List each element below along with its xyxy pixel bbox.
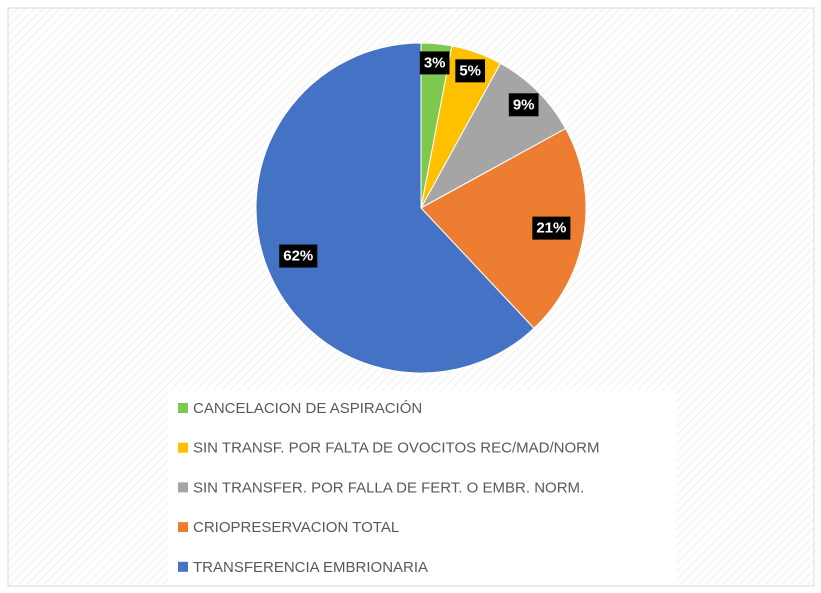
data-label-box xyxy=(455,59,486,83)
pie-slice xyxy=(255,42,535,374)
legend-swatch xyxy=(178,442,188,453)
legend-label: SIN TRANSFER. POR FALLA DE FERT. O EMBR.… xyxy=(193,479,584,496)
legend-swatch xyxy=(178,482,188,493)
legend-label: CRIOPRESERVACION TOTAL xyxy=(193,519,399,536)
data-label-box xyxy=(279,244,318,268)
legend-box xyxy=(168,390,676,584)
legend-swatch xyxy=(178,561,188,572)
data-label: 5% xyxy=(455,59,486,83)
data-label-box xyxy=(419,51,450,75)
legend: CANCELACION DE ASPIRACIÓN SIN TRANSF. POR… xyxy=(178,400,599,576)
data-label-text: 62% xyxy=(283,248,313,265)
legend-label: TRANSFERENCIA EMBRIONARIA xyxy=(193,559,428,576)
legend-label: SIN TRANSF. POR FALTA DE OVOCITOS REC/MA… xyxy=(193,440,599,457)
data-label-text: 9% xyxy=(513,96,535,113)
data-label: 9% xyxy=(508,93,539,117)
data-label-text: 21% xyxy=(536,220,566,237)
data-label-text: 5% xyxy=(459,62,481,79)
data-label-text: 3% xyxy=(424,54,446,71)
pie: 3% 5% 9% 21% 62% xyxy=(255,42,587,374)
pie-slice xyxy=(420,127,587,329)
data-label-box xyxy=(532,216,571,240)
legend-swatch xyxy=(178,403,188,413)
legend-swatch xyxy=(178,522,188,533)
data-label-box xyxy=(508,93,539,117)
data-label: 21% xyxy=(532,216,571,240)
data-label: 62% xyxy=(279,244,318,268)
data-label: 3% xyxy=(419,51,450,75)
legend-label: CANCELACION DE ASPIRACIÓN xyxy=(193,400,422,417)
